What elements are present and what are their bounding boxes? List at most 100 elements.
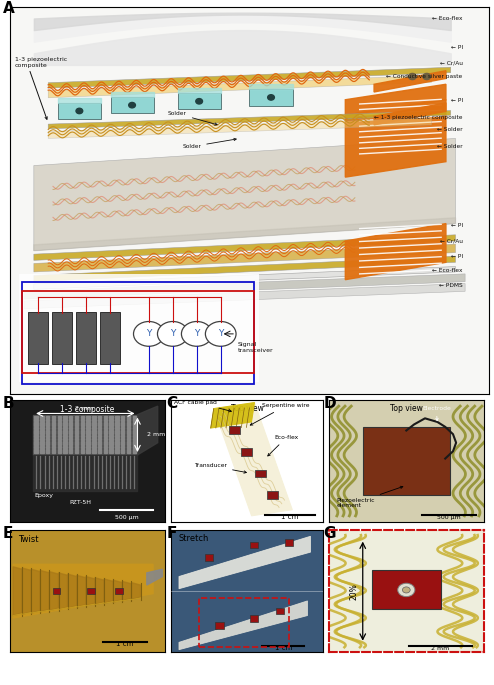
- Bar: [52, 451, 55, 453]
- Bar: [63, 416, 67, 418]
- FancyBboxPatch shape: [19, 274, 259, 382]
- Bar: [132, 421, 136, 423]
- Circle shape: [423, 73, 431, 79]
- Text: Epoxy: Epoxy: [35, 493, 54, 498]
- Polygon shape: [211, 403, 254, 428]
- Bar: [40, 432, 43, 434]
- Bar: [92, 432, 95, 434]
- Bar: [127, 419, 130, 421]
- Bar: [98, 438, 101, 440]
- Text: ← Solder: ← Solder: [437, 127, 463, 132]
- Polygon shape: [86, 577, 95, 606]
- FancyBboxPatch shape: [100, 312, 120, 364]
- Bar: [81, 429, 84, 432]
- Bar: [40, 449, 43, 451]
- Polygon shape: [95, 577, 104, 605]
- Bar: [52, 419, 55, 421]
- Text: G: G: [324, 526, 336, 541]
- Bar: [63, 435, 67, 437]
- Polygon shape: [171, 530, 323, 652]
- FancyBboxPatch shape: [215, 622, 224, 629]
- Bar: [92, 435, 95, 437]
- Text: Serpentine wire: Serpentine wire: [250, 403, 310, 425]
- Bar: [110, 443, 113, 445]
- Bar: [110, 440, 113, 443]
- Text: Signal
transceiver: Signal transceiver: [238, 342, 273, 353]
- Text: 2 mm: 2 mm: [76, 406, 94, 411]
- Text: 1-3 piezoelectric
composite: 1-3 piezoelectric composite: [15, 57, 67, 68]
- Polygon shape: [68, 574, 77, 608]
- Polygon shape: [22, 568, 31, 614]
- Bar: [199, 599, 289, 647]
- Polygon shape: [24, 274, 465, 299]
- Text: ← PI: ← PI: [451, 223, 463, 228]
- Bar: [35, 432, 38, 434]
- Bar: [132, 438, 136, 440]
- Bar: [81, 435, 84, 437]
- Bar: [57, 443, 61, 445]
- Bar: [52, 424, 55, 426]
- Bar: [63, 429, 67, 432]
- Bar: [57, 432, 61, 434]
- Text: A: A: [2, 1, 14, 16]
- Bar: [132, 449, 136, 451]
- Bar: [98, 429, 101, 432]
- Polygon shape: [34, 266, 455, 289]
- Bar: [40, 421, 43, 423]
- Bar: [132, 432, 136, 434]
- Text: Υ: Υ: [170, 329, 175, 338]
- Bar: [92, 438, 95, 440]
- Bar: [57, 451, 61, 453]
- Bar: [81, 446, 84, 448]
- Polygon shape: [49, 572, 59, 610]
- Bar: [52, 443, 55, 445]
- Bar: [63, 427, 67, 429]
- Bar: [127, 427, 130, 429]
- Bar: [46, 438, 49, 440]
- Polygon shape: [34, 138, 455, 251]
- Bar: [63, 419, 67, 421]
- FancyBboxPatch shape: [372, 571, 441, 610]
- Text: ← PDMS: ← PDMS: [439, 283, 463, 288]
- Bar: [69, 419, 73, 421]
- Bar: [35, 451, 38, 453]
- Text: 2 mm: 2 mm: [147, 432, 165, 436]
- Bar: [52, 421, 55, 423]
- Bar: [110, 424, 113, 426]
- Bar: [110, 446, 113, 448]
- Bar: [104, 443, 107, 445]
- Bar: [40, 446, 43, 448]
- Text: B: B: [2, 396, 14, 411]
- Polygon shape: [31, 569, 41, 613]
- Text: ← 1-3 piezoelectric composite: ← 1-3 piezoelectric composite: [374, 114, 463, 120]
- Text: Transducer: Transducer: [194, 463, 247, 473]
- Text: C: C: [166, 396, 178, 411]
- Bar: [104, 421, 107, 423]
- Bar: [98, 421, 101, 423]
- Text: Stretch: Stretch: [179, 534, 209, 543]
- Text: PZT-5H: PZT-5H: [69, 500, 91, 505]
- Polygon shape: [48, 110, 451, 129]
- Circle shape: [268, 95, 274, 100]
- Bar: [104, 424, 107, 426]
- FancyBboxPatch shape: [28, 312, 48, 364]
- Bar: [57, 427, 61, 429]
- Polygon shape: [13, 566, 22, 616]
- Polygon shape: [59, 573, 68, 610]
- Bar: [132, 443, 136, 445]
- Bar: [81, 432, 84, 434]
- Bar: [75, 432, 78, 434]
- Polygon shape: [179, 536, 311, 588]
- Bar: [132, 416, 136, 418]
- Bar: [35, 424, 38, 426]
- Bar: [57, 424, 61, 426]
- Text: 1-3 composite: 1-3 composite: [60, 405, 115, 414]
- FancyBboxPatch shape: [178, 93, 221, 110]
- Bar: [127, 451, 130, 453]
- Bar: [81, 424, 84, 426]
- Bar: [98, 435, 101, 437]
- Bar: [81, 449, 84, 451]
- Bar: [104, 429, 107, 432]
- Bar: [46, 424, 49, 426]
- Bar: [81, 427, 84, 429]
